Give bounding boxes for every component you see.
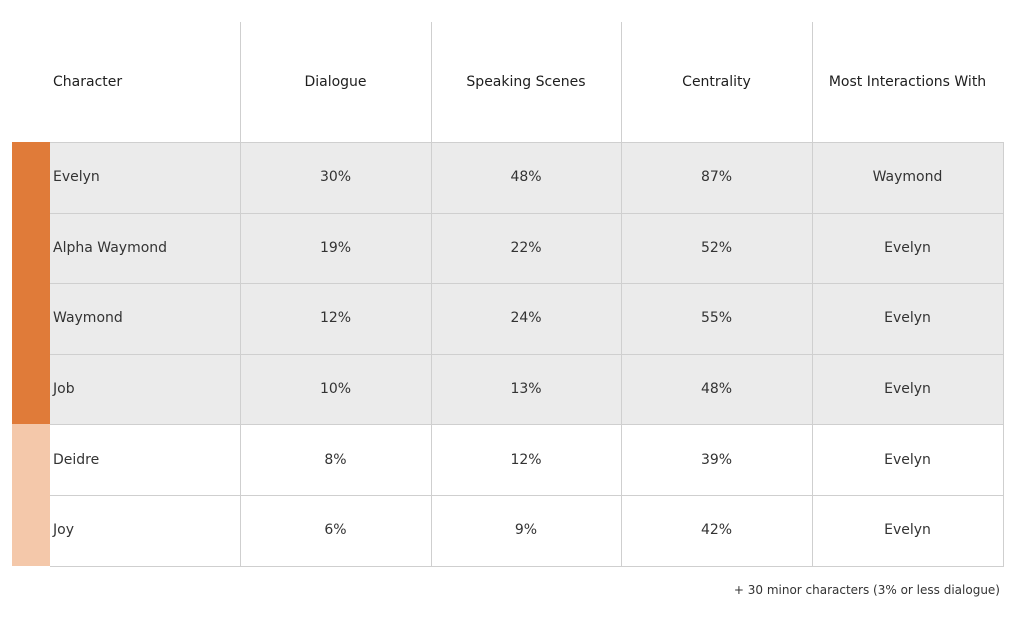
cell-col-speaking-scenes: 24% <box>510 310 542 327</box>
cell-col-centrality: 48% <box>700 381 733 398</box>
grid-vertical-line <box>621 22 622 566</box>
cell-col-most-interactions-with: Evelyn <box>884 522 931 539</box>
table-row <box>50 283 1003 354</box>
cell-col-centrality: 52% <box>700 239 733 256</box>
major-character-accent <box>12 212 50 284</box>
table-row <box>50 212 1003 284</box>
cell-col-centrality: 42% <box>700 522 733 539</box>
grid-horizontal-line <box>50 424 1004 426</box>
cell-col-speaking-scenes: 48% <box>510 169 542 186</box>
cell-col-character: Deidre <box>53 451 100 468</box>
cell-col-character: Waymond <box>53 310 123 327</box>
cell-col-speaking-scenes: 12% <box>510 451 542 468</box>
cell-col-dialogue: 6% <box>324 522 347 539</box>
grid-horizontal-line <box>50 212 1004 214</box>
header-col-character: Character <box>53 74 123 90</box>
cell-col-dialogue: 12% <box>319 310 352 327</box>
grid-horizontal-line <box>50 283 1004 285</box>
cell-col-centrality: 39% <box>700 451 733 468</box>
footnote: + 30 minor characters (3% or less dialog… <box>733 583 1000 597</box>
cell-col-dialogue: 10% <box>319 381 352 398</box>
table-row <box>50 424 1003 495</box>
grid-horizontal-line <box>50 142 1004 143</box>
header-col-dialogue: Dialogue <box>304 74 367 90</box>
major-character-accent <box>12 142 50 214</box>
header-col-speaking-scenes: Speaking Scenes <box>466 74 586 90</box>
cell-col-speaking-scenes: 13% <box>510 381 542 398</box>
table-row <box>50 142 1003 213</box>
cell-col-most-interactions-with: Waymond <box>872 169 943 186</box>
cell-col-dialogue: 8% <box>324 451 347 468</box>
cell-col-speaking-scenes: 9% <box>514 522 538 539</box>
cell-col-most-interactions-with: Evelyn <box>884 451 931 468</box>
cell-col-character: Evelyn <box>53 169 100 186</box>
grid-vertical-line <box>240 22 241 566</box>
grid-horizontal-line <box>50 353 1004 355</box>
grid-horizontal-line <box>50 495 1004 496</box>
cell-col-character: Alpha Waymond <box>53 239 168 256</box>
major-character-accent <box>12 353 50 425</box>
table-row <box>50 353 1003 425</box>
header-col-centrality: Centrality <box>682 74 751 90</box>
cell-col-dialogue: 30% <box>319 169 352 186</box>
cell-col-dialogue: 19% <box>319 239 352 256</box>
cell-col-most-interactions-with: Evelyn <box>884 239 931 256</box>
cell-col-speaking-scenes: 22% <box>510 239 542 256</box>
cell-col-most-interactions-with: Evelyn <box>884 381 931 398</box>
major-character-accent <box>12 283 50 355</box>
minor-character-accent <box>12 495 50 567</box>
grid-horizontal-line <box>50 565 1004 567</box>
table-row <box>50 495 1003 566</box>
grid-vertical-line <box>812 22 813 566</box>
header-col-most-interactions-with: Most Interactions With <box>828 74 987 90</box>
cell-col-character: Joy <box>53 522 74 539</box>
cell-col-most-interactions-with: Evelyn <box>884 310 931 327</box>
cell-col-character: Job <box>53 381 75 398</box>
grid-vertical-line <box>431 22 432 566</box>
cell-col-centrality: 55% <box>700 310 733 327</box>
minor-character-accent <box>12 424 50 496</box>
cell-col-centrality: 87% <box>700 169 733 186</box>
